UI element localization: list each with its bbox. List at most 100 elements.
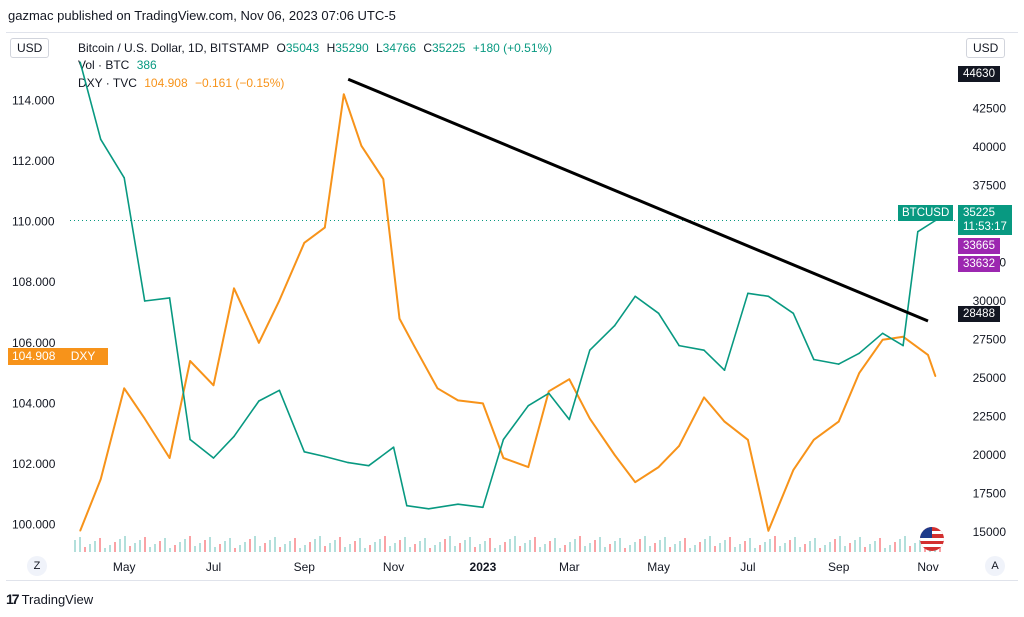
legend-h-value: 35290 (335, 41, 369, 55)
auto-scale-button[interactable]: A (985, 556, 1005, 576)
volume-bar (744, 541, 746, 552)
volume-bar (579, 536, 581, 552)
volume-bar (434, 545, 436, 552)
btcusd-line-point (324, 455, 326, 458)
right-tick-label: 37500 (973, 178, 1007, 192)
volume-bar (329, 543, 331, 552)
volume-bar (239, 545, 241, 552)
volume-bar (854, 540, 856, 552)
btcusd-line-point (767, 295, 770, 298)
volume-bar (304, 545, 306, 552)
legend-l-value: 34766 (382, 41, 417, 55)
volume-bar (914, 543, 916, 552)
dxy-line-point (436, 387, 439, 390)
volume-bar (584, 546, 586, 552)
publish-caption: gazmac published on TradingView.com, Nov… (8, 8, 396, 23)
time-tick-label: Jul (740, 560, 755, 574)
btcusd-line-point (678, 344, 680, 347)
btcusd-line-point (792, 312, 795, 315)
volume-bar (889, 545, 891, 552)
btcusd-line-point (457, 503, 459, 506)
volume-bar (164, 538, 166, 552)
btcusd-line-point (703, 349, 705, 352)
volume-bar (784, 543, 786, 552)
volume-bar (354, 541, 356, 552)
time-tick-label: Nov (917, 560, 938, 574)
btcusd-line-point (813, 358, 815, 361)
volume-bar (249, 539, 251, 552)
right-tick-label: 15000 (973, 525, 1007, 539)
volume-bar (139, 540, 141, 552)
dxy-legend: DXY · TVC 104.908 −0.161 (−0.15%) (78, 76, 288, 90)
dxy-line-point (303, 242, 306, 244)
volume-bar (654, 543, 656, 552)
volume-bar (799, 547, 801, 552)
btcusd-line-point (527, 404, 530, 407)
right-tick-label: 17500 (973, 486, 1007, 500)
volume-bar (399, 540, 401, 552)
dxy-legend-value: 104.908 (144, 76, 188, 90)
right-currency-button[interactable]: USD (966, 38, 1006, 58)
btcusd-line-point (303, 451, 306, 453)
left-tick-label: 108.000 (12, 275, 56, 289)
volume-bar (244, 542, 246, 552)
volume-bar (389, 546, 391, 552)
dxy-line-point (360, 145, 363, 147)
left-currency-button[interactable]: USD (10, 38, 50, 58)
btcusd-line-point (367, 464, 370, 467)
dxy-line-point (79, 530, 81, 532)
volume-bar (209, 537, 211, 552)
volume-bar (829, 542, 831, 552)
right-tick-label: 25000 (973, 371, 1007, 385)
volume-bar (514, 536, 516, 552)
trend-line (347, 77, 929, 323)
volume-bar (754, 548, 756, 552)
dxy-line-point (168, 457, 171, 459)
volume-bar (834, 539, 836, 552)
volume-bar (899, 539, 901, 552)
volume-bar (369, 545, 371, 552)
volume-bars (74, 536, 941, 552)
dxy-legend-label: DXY · TVC (78, 76, 137, 90)
volume-bar (154, 544, 156, 552)
dxy-line-point (278, 299, 281, 302)
btcusd-line-point (406, 504, 408, 507)
volume-bar (884, 548, 886, 552)
volume-bar (839, 536, 841, 552)
dxy-line (79, 93, 937, 532)
left-tick-label: 104.000 (12, 396, 56, 410)
btcusd-line-point (482, 506, 484, 509)
volume-bar (774, 536, 776, 552)
volume-bar (124, 536, 126, 552)
btcusd-line-point (917, 230, 919, 233)
volume-bar (189, 536, 191, 552)
btcusd-line-point (657, 312, 660, 315)
volume-bar (224, 541, 226, 552)
volume-bar (489, 538, 491, 552)
volume-bar (379, 539, 381, 552)
volume-bar (149, 547, 151, 552)
dxy-line-point (723, 420, 726, 423)
volume-bar (344, 547, 346, 552)
btcusd-line-point (589, 349, 591, 352)
volume-bar (714, 546, 716, 552)
series-lines (70, 61, 958, 532)
volume-bar (544, 544, 546, 552)
tradingview-logo[interactable]: 17 TradingView (6, 591, 93, 607)
volume-bar (134, 543, 136, 552)
volume-bar (509, 539, 511, 552)
zoom-button[interactable]: Z (27, 556, 47, 576)
dxy-line-point (703, 396, 705, 399)
volume-bar (409, 547, 411, 552)
volume-bar (764, 542, 766, 552)
volume-bar (449, 536, 451, 552)
us-flag-icon[interactable] (920, 527, 944, 551)
btcusd-price-value: 35225 (963, 207, 995, 219)
volume-bar (869, 544, 871, 552)
dxy-line-point (258, 342, 260, 344)
btcusd-line-point (858, 352, 860, 355)
volume-bar (314, 539, 316, 552)
btcusd-line (79, 62, 936, 510)
volume-bar (749, 538, 751, 552)
